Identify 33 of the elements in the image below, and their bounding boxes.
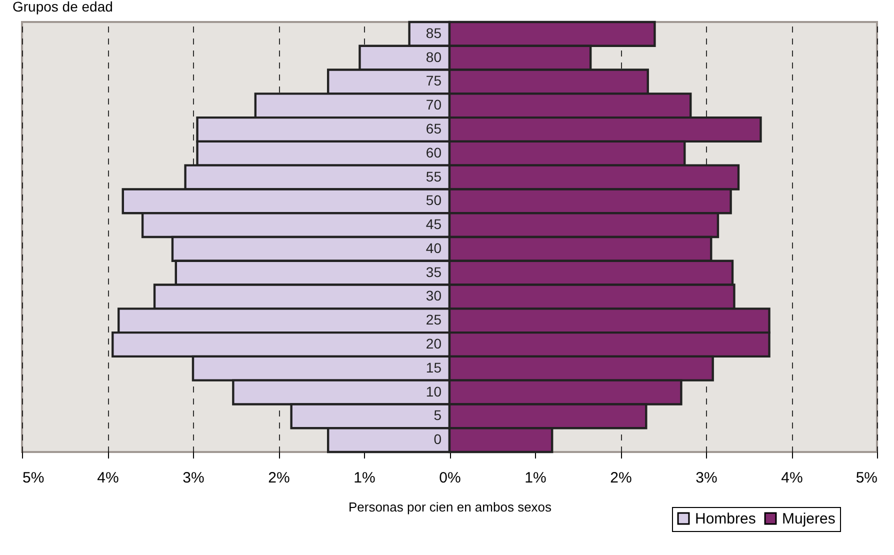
y-axis-title: Grupos de edad <box>12 0 113 14</box>
y-tick-label: 80 <box>426 48 442 65</box>
x-tick-label: 4% <box>781 470 803 486</box>
y-tick-label: 40 <box>426 240 442 256</box>
x-tick-label: 0% <box>439 470 461 486</box>
y-tick-label: 85 <box>426 24 442 41</box>
x-tick-label: 4% <box>97 470 119 486</box>
x-tick-label: 2% <box>268 470 290 486</box>
x-axis-title: Personas por cien en ambos sexos <box>348 500 552 514</box>
y-tick-label: 55 <box>426 168 442 184</box>
legend-label: Mujeres <box>782 510 836 528</box>
y-tick-label: 50 <box>426 192 442 208</box>
y-tick-label: 45 <box>426 216 442 232</box>
x-tick-label: 3% <box>696 470 718 486</box>
x-tick-label: 1% <box>354 470 376 486</box>
y-tick-label: 5 <box>434 407 442 424</box>
y-tick-label: 70 <box>426 96 442 113</box>
x-tick-label: 5% <box>22 470 44 486</box>
x-tick-label: 1% <box>524 470 546 486</box>
legend-label: Hombres <box>695 510 756 528</box>
y-tick-label: 20 <box>426 336 442 352</box>
y-tick-label: 0 <box>434 431 442 448</box>
y-tick-label: 25 <box>426 312 442 328</box>
x-tick-label: 3% <box>182 470 204 486</box>
y-tick-label: 75 <box>426 72 442 89</box>
y-tick-label: 15 <box>426 359 442 376</box>
y-tick-label: 30 <box>426 288 442 304</box>
x-tick-label: 5% <box>856 470 878 486</box>
x-tick-label: 2% <box>610 470 632 486</box>
y-tick-label: 60 <box>426 144 442 160</box>
y-tick-label: 65 <box>426 120 442 136</box>
y-tick-label: 35 <box>426 264 442 280</box>
y-tick-label: 10 <box>426 383 442 400</box>
